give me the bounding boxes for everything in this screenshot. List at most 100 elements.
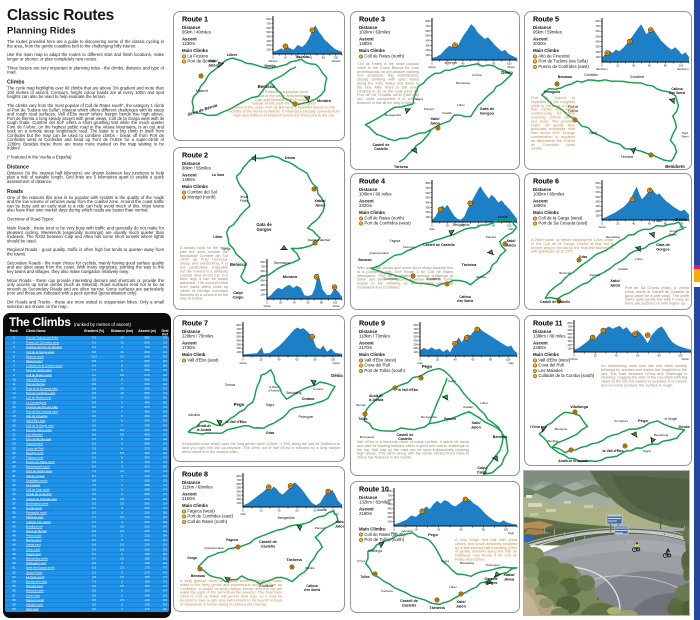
svg-text:Guadalest: Guadalest <box>259 584 274 588</box>
svg-text:200: 200 <box>387 515 392 519</box>
svg-text:Benidoleig: Benidoleig <box>456 81 470 85</box>
svg-text:Tàrbena: Tàrbena <box>394 165 409 169</box>
svg-text:el Verger: el Verger <box>445 61 459 65</box>
svg-text:Sagra: Sagra <box>415 97 423 101</box>
svg-text:20: 20 <box>616 64 619 68</box>
svg-text:300: 300 <box>425 205 430 209</box>
svg-text:Castell de Castells: Castell de Castells <box>540 300 570 304</box>
svg-text:Sant: Sant <box>682 131 688 135</box>
svg-text:300: 300 <box>413 342 418 346</box>
svg-text:60: 60 <box>648 222 651 226</box>
svg-text:600: 600 <box>567 328 572 332</box>
svg-text:Teulada: Teulada <box>295 55 310 59</box>
svg-text:600: 600 <box>425 191 430 195</box>
svg-text:Xaló/: Xaló/ <box>208 59 218 63</box>
svg-text:Benigembla: Benigembla <box>453 223 470 227</box>
svg-text:Confrides: Confrides <box>384 277 398 281</box>
svg-text:20: 20 <box>279 301 282 305</box>
svg-text:60: 60 <box>296 509 299 513</box>
svg-text:300: 300 <box>567 339 572 343</box>
svg-text:Gata de: Gata de <box>256 222 272 227</box>
svg-text:40: 40 <box>454 358 457 362</box>
svg-text:700: 700 <box>595 24 600 28</box>
svg-text:80: 80 <box>492 62 495 66</box>
svg-text:600: 600 <box>413 331 418 335</box>
svg-text:60: 60 <box>471 358 474 362</box>
svg-text:Pobre: Pobre <box>669 233 677 237</box>
svg-text:Llíber: Llíber <box>227 53 238 57</box>
svg-text:600: 600 <box>595 29 600 33</box>
svg-text:Orba: Orba <box>266 431 275 435</box>
svg-text:80: 80 <box>489 358 492 362</box>
svg-text:Sella: Sella <box>589 131 597 135</box>
svg-text:la Xara: la Xara <box>313 387 323 391</box>
svg-text:20: 20 <box>436 358 439 362</box>
svg-text:la Vall d'Ebo: la Vall d'Ebo <box>602 449 624 453</box>
svg-text:Benimarco: Benimarco <box>274 261 289 265</box>
svg-text:Jesús: Jesús <box>669 229 677 233</box>
svg-text:Jalón: Jalón <box>208 63 219 67</box>
svg-text:Castell de: Castell de <box>400 599 418 603</box>
svg-text:700: 700 <box>595 186 600 190</box>
svg-text:Orba: Orba <box>579 255 588 259</box>
svg-text:600: 600 <box>260 269 265 273</box>
svg-text:Bolulla: Bolulla <box>476 275 485 279</box>
svg-text:200: 200 <box>236 346 241 350</box>
svg-text:200: 200 <box>595 50 600 54</box>
svg-text:Pego: Pego <box>428 532 438 537</box>
svg-text:Benidorm: Benidorm <box>665 164 685 169</box>
svg-text:100: 100 <box>331 358 336 362</box>
svg-text:500: 500 <box>236 486 241 490</box>
svg-text:Gorgos: Gorgos <box>485 581 498 585</box>
svg-text:Xaló: Xaló <box>240 512 246 516</box>
svg-text:40: 40 <box>293 301 296 305</box>
svg-text:100: 100 <box>236 350 241 354</box>
svg-text:Facheca: Facheca <box>381 589 393 593</box>
svg-text:Tàrbena: Tàrbena <box>286 557 302 562</box>
svg-text:600: 600 <box>236 331 241 335</box>
svg-text:la Jovada: la Jovada <box>369 398 384 402</box>
svg-text:100: 100 <box>679 222 684 226</box>
svg-text:Benasau: Benasau <box>358 258 371 262</box>
svg-text:Tormos: Tormos <box>225 383 236 387</box>
svg-text:Xaló/: Xaló/ <box>335 520 345 524</box>
svg-text:400: 400 <box>413 339 418 343</box>
svg-text:Maserof: Maserof <box>196 89 208 93</box>
svg-text:Gata de: Gata de <box>656 243 670 247</box>
svg-text:400: 400 <box>266 35 271 39</box>
svg-text:Gorgos: Gorgos <box>656 247 670 251</box>
svg-text:Dénia: Dénia <box>264 304 271 308</box>
svg-text:Gata de: Gata de <box>480 106 495 111</box>
svg-text:80: 80 <box>482 528 485 532</box>
svg-text:40: 40 <box>615 354 618 358</box>
svg-text:Alcalà de: Alcalà de <box>197 424 211 428</box>
svg-text:80: 80 <box>664 64 667 68</box>
svg-text:Benidoleig: Benidoleig <box>606 235 620 239</box>
svg-text:100: 100 <box>266 48 271 52</box>
svg-text:60: 60 <box>477 62 480 66</box>
svg-text:Calp: Calp <box>417 361 423 365</box>
svg-text:100: 100 <box>334 56 339 60</box>
svg-text:80: 80 <box>322 56 325 60</box>
svg-text:60: 60 <box>296 358 299 362</box>
svg-text:0: 0 <box>573 354 575 358</box>
svg-text:20: 20 <box>594 354 597 358</box>
svg-text:Ondara: Ondara <box>302 397 316 401</box>
svg-text:800: 800 <box>567 321 572 325</box>
svg-text:60: 60 <box>306 301 309 305</box>
svg-text:600: 600 <box>236 482 241 486</box>
svg-text:40: 40 <box>278 509 281 513</box>
svg-text:Jávea: Jávea <box>504 577 515 581</box>
svg-text:80: 80 <box>314 509 317 513</box>
svg-text:200: 200 <box>413 346 418 350</box>
svg-text:La Xara: La Xara <box>652 219 662 223</box>
svg-text:Pobre: Pobre <box>240 199 249 203</box>
svg-text:800: 800 <box>425 19 430 23</box>
svg-text:Benasau: Benasau <box>191 574 205 578</box>
svg-text:20: 20 <box>284 56 287 60</box>
svg-text:400: 400 <box>595 40 600 44</box>
svg-text:80: 80 <box>320 301 323 305</box>
svg-text:40: 40 <box>297 56 300 60</box>
svg-text:Parcent: Parcent <box>486 235 497 239</box>
svg-text:Beniarrés: Beniarrés <box>555 427 568 431</box>
